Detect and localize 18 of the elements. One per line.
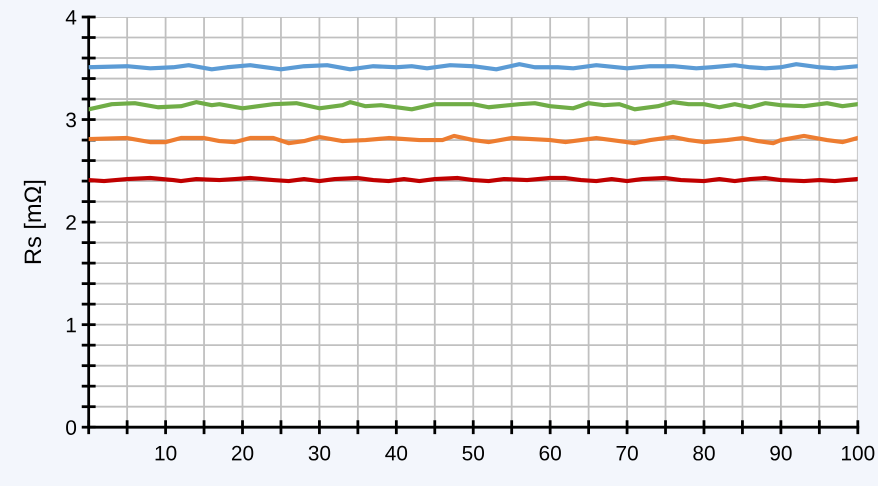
x-tick-label: 50 (462, 446, 484, 461)
line-series (88, 134, 858, 146)
x-tick-label: 70 (616, 446, 638, 461)
y-axis-title: Rs [mΩ] (24, 180, 46, 264)
y-tick-label: 3 (66, 112, 76, 128)
x-tick-label: 80 (693, 446, 715, 461)
x-tick-label: 60 (540, 446, 561, 461)
line-series (88, 100, 858, 112)
x-tick-label: 90 (770, 446, 792, 461)
y-tick-label: 2 (66, 215, 76, 230)
y-tick-label: 0 (66, 420, 76, 435)
y-tick-label: 1 (66, 318, 76, 332)
x-tick-label: 30 (308, 446, 330, 461)
y-tick-label: 4 (66, 10, 76, 25)
x-tick-label: 100 (842, 446, 874, 461)
x-tick-label: 20 (232, 446, 254, 461)
x-tick-label: 40 (385, 446, 408, 461)
x-tick-label: 10 (156, 446, 176, 461)
